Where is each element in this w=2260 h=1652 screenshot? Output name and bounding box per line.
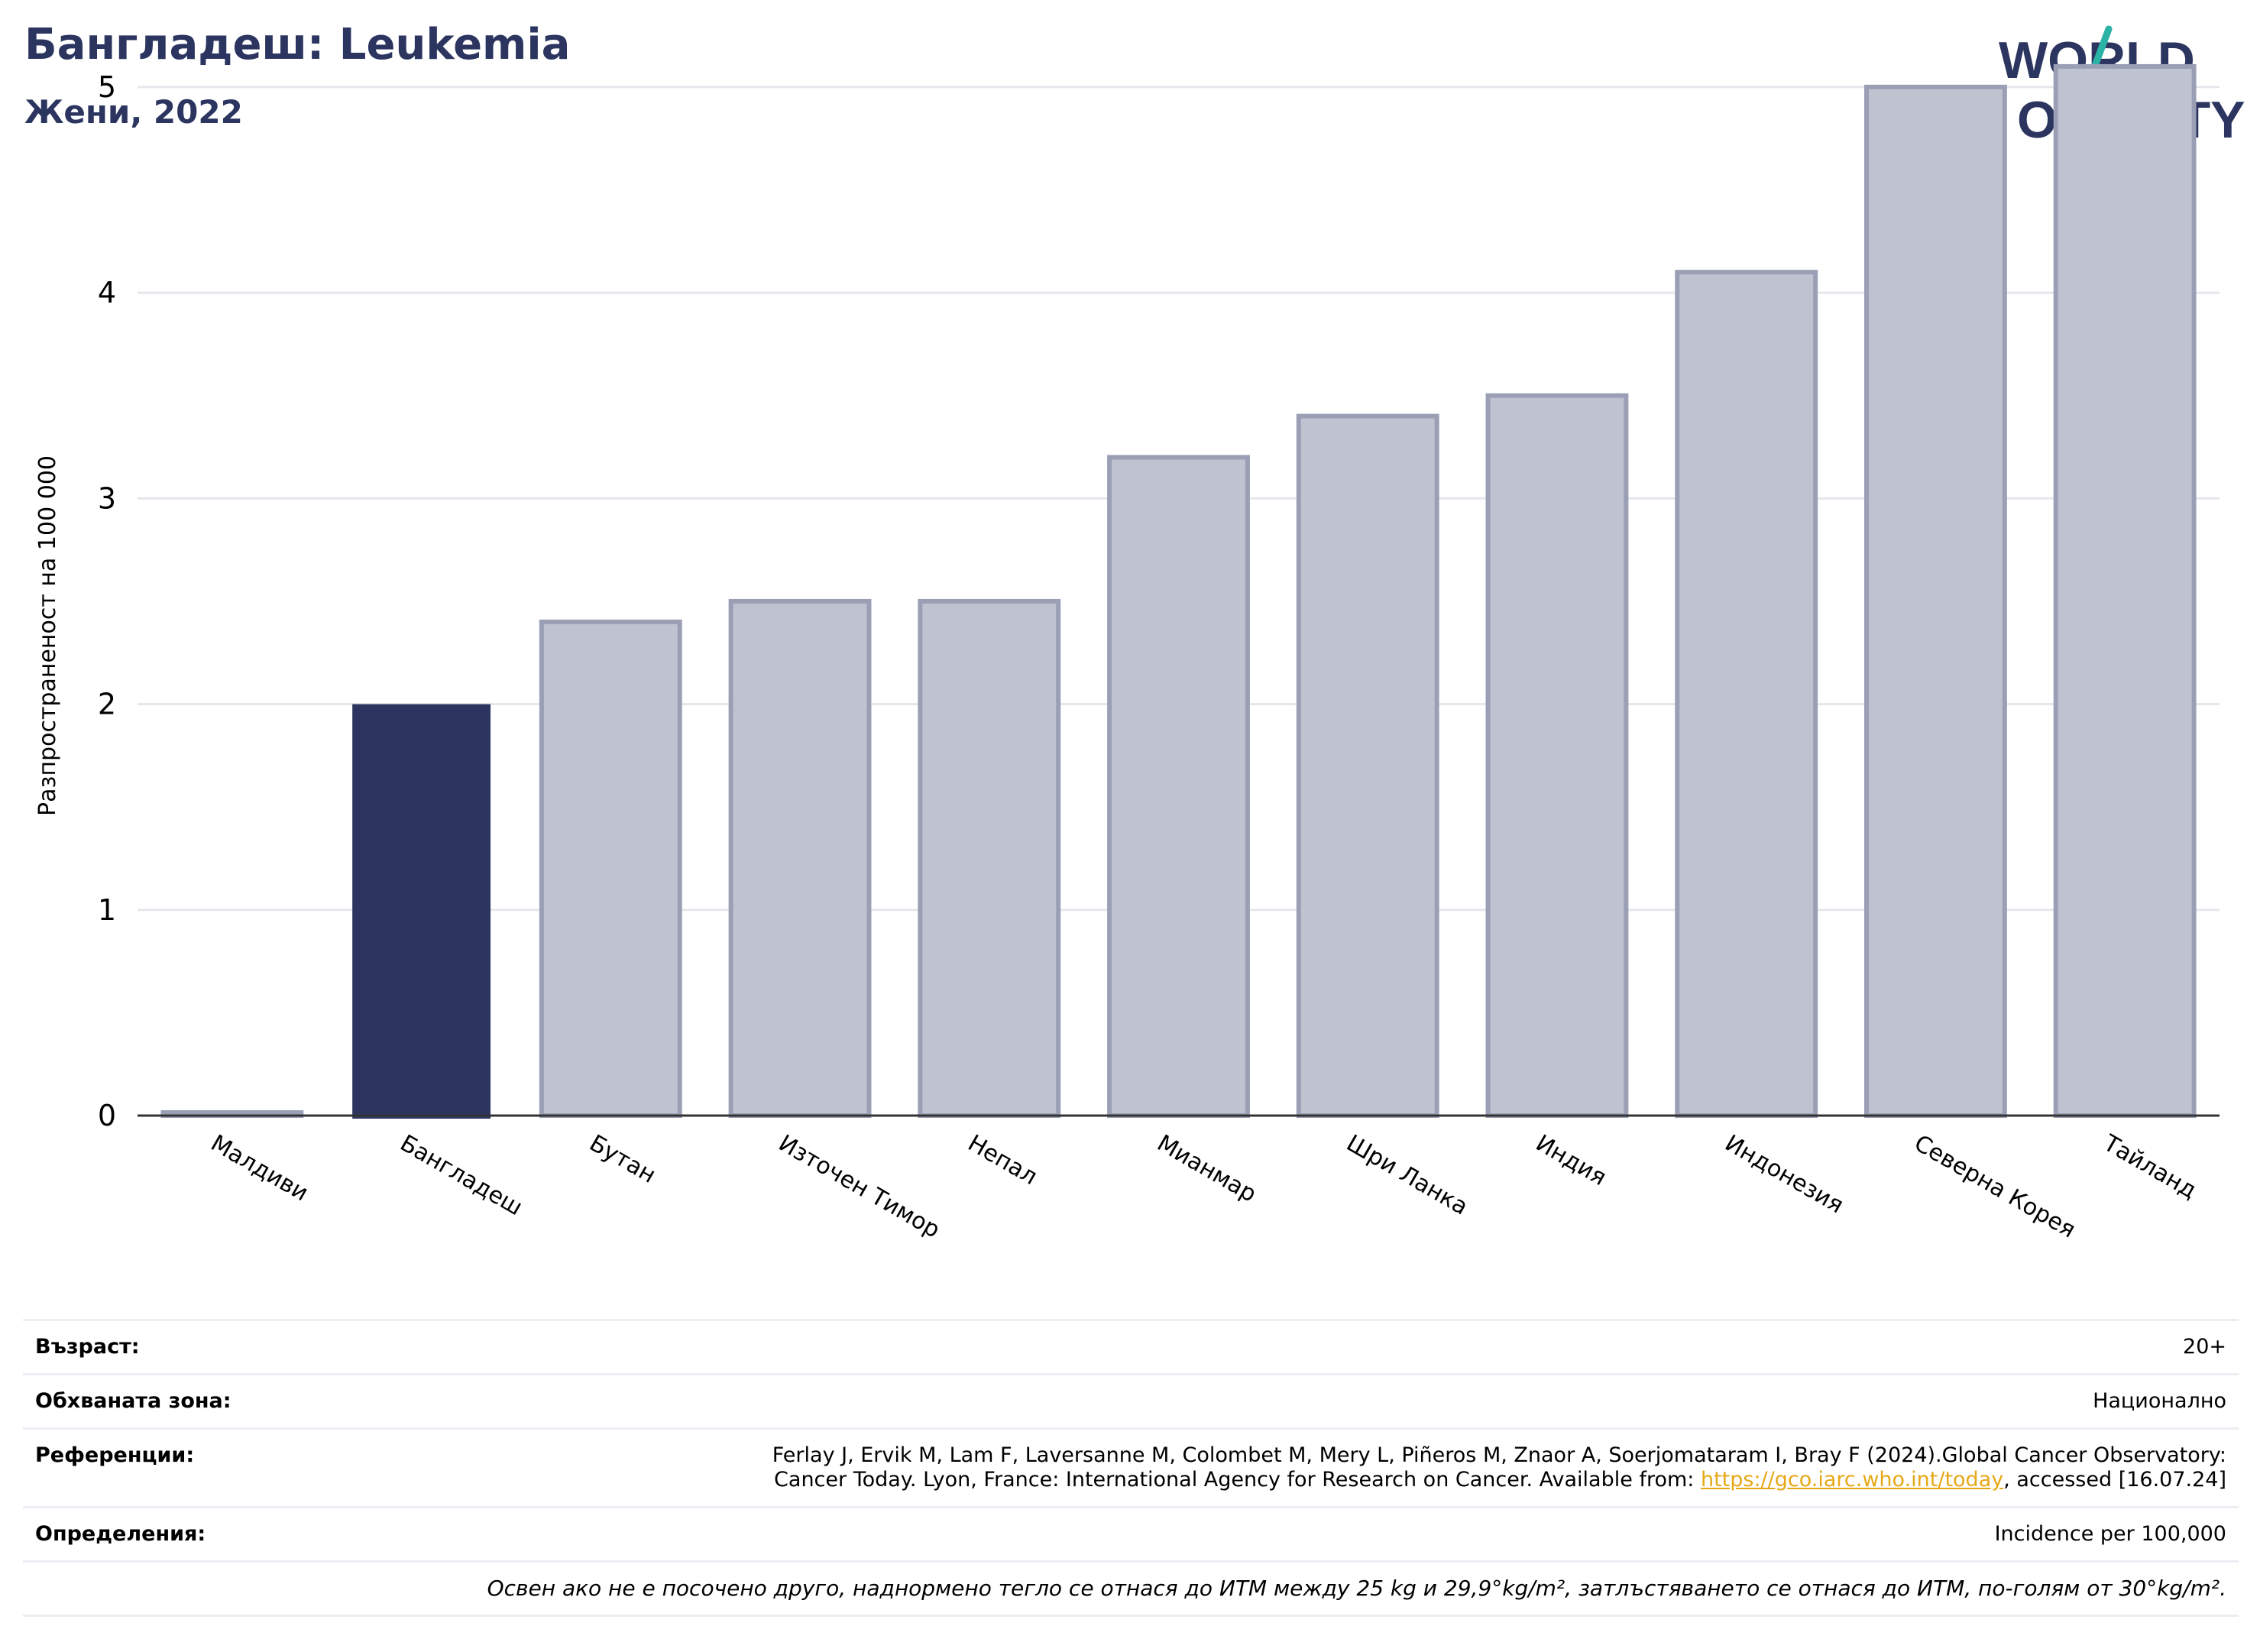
x-tick-label: Бангладеш (396, 1130, 527, 1222)
bar-10 (2053, 63, 2197, 1118)
metadata-table: Възраст: 20+ Обхваната зона: Национално … (23, 1319, 2239, 1617)
bar-2 (539, 619, 682, 1118)
bar-8 (1675, 270, 1818, 1119)
x-tick-label: Бутан (584, 1130, 660, 1189)
x-tick-label: Мианмар (1153, 1130, 1261, 1208)
bar-6 (1296, 413, 1439, 1118)
meta-row-area: Обхваната зона: Национално (23, 1373, 2239, 1427)
x-tick-label: Северна Корея (1909, 1130, 2080, 1244)
bar-3 (728, 598, 872, 1118)
bars (160, 63, 2197, 1119)
bar-9 (1863, 84, 2007, 1118)
bar-5 (1107, 455, 1250, 1118)
x-tick-label: Тайланд (2098, 1129, 2201, 1204)
chart-subtitle: Жени, 2022 (24, 93, 243, 131)
y-tick-label: 2 (98, 688, 116, 721)
bar-4 (918, 598, 1061, 1118)
x-tick-label: Индия (1531, 1130, 1611, 1191)
references-text-2: Cancer Today. Lyon, France: Internationa… (774, 1468, 1701, 1492)
references-text-1: Ferlay J, Ervik M, Lam F, Laversanne M, … (772, 1443, 2226, 1467)
y-axis-label: Разпространеност на 100 000 (34, 455, 61, 816)
references-link[interactable]: https://gco.iarc.who.int/today (1700, 1468, 2004, 1492)
y-tick-label: 3 (98, 481, 116, 515)
bar-chart: 0 1 2 3 4 5 Малдиви Бангладеш Бутан Източен Тимор… (34, 63, 2220, 1244)
meta-row-references: Референции: Ferlay J, Ervik M, Lam F, La… (23, 1427, 2239, 1506)
definitions-label: Определения: (35, 1522, 206, 1546)
meta-row-definitions: Определения: Incidence per 100,000 (23, 1506, 2239, 1560)
meta-row-note: Освен ако не е посочено друго, наднормен… (23, 1560, 2239, 1617)
references-text-3: , accessed [16.07.24] (2003, 1468, 2226, 1492)
age-value: 20+ (2183, 1335, 2226, 1359)
x-tick-label: Шри Ланка (1342, 1130, 1472, 1221)
y-tick-label: 5 (98, 70, 116, 104)
x-tick-label: Източен Тимор (774, 1130, 944, 1244)
y-tick-label: 1 (98, 893, 116, 927)
y-tick-label: 0 (98, 1099, 116, 1132)
y-tick-label: 4 (98, 276, 116, 309)
x-tick-label: Малдиви (206, 1130, 312, 1207)
x-tick-label: Индонезия (1721, 1130, 1848, 1220)
bar-1 (352, 704, 491, 1119)
meta-row-age: Възраст: 20+ (23, 1319, 2239, 1373)
bar-7 (1485, 393, 1629, 1118)
age-label: Възраст: (35, 1335, 140, 1359)
definitions-value: Incidence per 100,000 (1994, 1522, 2226, 1546)
references-value: Ferlay J, Ervik M, Lam F, Laversanne M, … (772, 1443, 2226, 1492)
references-label: Референции: (35, 1443, 195, 1467)
chart-title: Бангладеш: Leukemia (24, 20, 571, 70)
footnote: Освен ако не е посочено друго, наднормен… (487, 1576, 2226, 1601)
x-tick-label: Непал (963, 1130, 1042, 1190)
area-value: Национално (2093, 1389, 2226, 1413)
area-label: Обхваната зона: (35, 1389, 232, 1413)
